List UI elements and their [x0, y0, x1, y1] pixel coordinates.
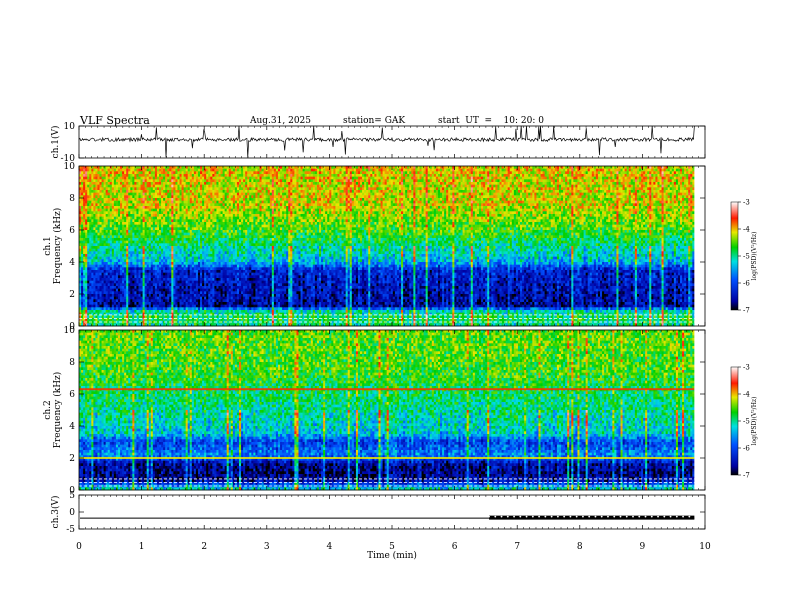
ch3-waveform-marker-dot: [638, 515, 641, 518]
ch3-waveform-marker-dot: [563, 515, 566, 518]
ch3-waveform-marker-dot: [506, 515, 509, 518]
ch3-waveform-marker-dot: [488, 515, 490, 518]
ch2-spectrogram: [79, 330, 695, 491]
ch3-waveform-marker-dot: [588, 515, 591, 518]
ch3-waveform-marker-dot: [632, 515, 634, 518]
ch3-waveform-marker-dot: [657, 515, 659, 518]
ch3-waveform-marker-dot: [531, 515, 534, 518]
ch3-waveform-marker-dot: [650, 515, 653, 518]
x-axis-label: Time (min): [367, 550, 417, 561]
ch2-colorbar-label: log(PSD)(V²/Hz): [751, 397, 758, 446]
ch2-colorbar: [730, 366, 739, 476]
ch2-spectrogram-line: [79, 457, 695, 459]
x-tick-label: 10: [699, 542, 711, 552]
ch3-waveform-marker-dot: [569, 515, 572, 518]
ch2-colorbar-tick-label: -6: [743, 445, 750, 453]
ch3-waveform-marker-dot: [675, 515, 678, 518]
ch2-colorbar-tick-label: -7: [743, 472, 750, 480]
ch3-waveform-ytick-label: -5: [66, 525, 75, 535]
ch1-waveform-ytick-label: -10: [61, 154, 76, 164]
plot-title: VLF Spectra: [80, 114, 150, 127]
x-tick-label: 6: [452, 542, 458, 552]
x-tick-label: 5: [389, 542, 395, 552]
ch2-colorbar-tick-label: -5: [743, 418, 750, 426]
ch3-waveform-ytick-label: 5: [69, 491, 75, 501]
ch3-waveform-marker-dot: [663, 515, 666, 518]
ch3-waveform-marker-dot: [644, 515, 647, 518]
ch3-waveform-marker-dot: [613, 515, 616, 518]
ch3-waveform-marker-dot: [519, 515, 522, 518]
ch1-colorbar-tick-label: -4: [743, 226, 750, 234]
ch1-spectrogram-ytick-label: 6: [69, 226, 75, 236]
x-tick-label: 4: [327, 542, 333, 552]
ch2-spectrogram-ytick-label: 10: [64, 326, 76, 336]
ch3-waveform-ylabel: ch.3(V): [50, 496, 61, 529]
ch1-colorbar-tick-label: -6: [743, 280, 750, 288]
ch1-colorbar-tick-label: -3: [743, 199, 750, 207]
start-ut-label: start UT = 10: 20: 0: [438, 116, 544, 126]
ch3-waveform-marker-dot: [625, 515, 628, 518]
x-tick-label: 7: [514, 542, 520, 552]
ch3-waveform-marker-dot: [494, 515, 497, 518]
x-tick-label: 9: [640, 542, 646, 552]
ch3-waveform-marker-dot: [513, 515, 515, 518]
ch1-spectrogram-ytick-label: 2: [69, 290, 75, 300]
ch2-colorbar-tick-label: -3: [743, 364, 750, 372]
ch3-waveform-marker-dot: [594, 515, 597, 518]
ch1-spectrogram-ytick-label: 0: [69, 322, 75, 332]
x-tick-label: 3: [264, 542, 270, 552]
ch1-waveform-ylabel: ch.1(V): [50, 126, 61, 159]
ch1-colorbar-tick-label: -5: [743, 253, 750, 261]
ch3-waveform-marker-dot: [550, 515, 553, 518]
ch3-waveform-marker-dot: [575, 515, 578, 518]
ch1-waveform-ytick-label: 10: [64, 122, 76, 132]
ch3-waveform-marker-dot: [544, 515, 547, 518]
ch2-spectrogram-ytick-label: 2: [69, 454, 75, 464]
x-tick-label: 8: [577, 542, 583, 552]
ch1-spectrogram-ytick-label: 10: [64, 162, 76, 172]
ch3-waveform-marker-band: [489, 515, 695, 520]
ch1-spectrogram-ylabel: ch.1Frequency (kHz): [43, 208, 63, 285]
ch3-waveform-marker-dot: [669, 515, 672, 518]
station-label: station= GAK: [343, 116, 405, 126]
ch1-waveform-frame: [78, 125, 706, 159]
ch2-colorbar-tick-label: -4: [743, 391, 750, 399]
ch2-spectrogram-ytick-label: 4: [69, 422, 75, 432]
ch1-colorbar-tick-label: -7: [743, 307, 750, 315]
ch3-waveform-marker-dot: [582, 515, 584, 518]
ch3-waveform-frame: [78, 494, 706, 530]
ch2-spectrogram-ytick-label: 0: [69, 486, 75, 496]
ch3-waveform-marker-dot: [619, 515, 622, 518]
x-tick-label: 1: [139, 542, 145, 552]
ch3-waveform-marker-dot: [500, 515, 503, 518]
ch2-spectrogram-ytick-label: 6: [69, 390, 75, 400]
ch1-colorbar-label: log(PSD)(V²/Hz): [751, 232, 758, 281]
ch3-waveform-marker-dot: [556, 515, 559, 518]
date-label: Aug.31, 2025: [250, 116, 311, 126]
ch1-spectrogram-ytick-label: 8: [69, 194, 75, 204]
ch1-spectrogram-blank: [694, 166, 705, 326]
ch3-waveform-marker-dot: [682, 515, 684, 518]
ch2-spectrogram-blank: [694, 330, 705, 490]
ch3-waveform-ytick-label: 0: [69, 508, 75, 518]
ch1-waveform-trace: [78, 125, 695, 158]
ch3-waveform-marker-dot: [607, 515, 609, 518]
x-tick-label: 2: [201, 542, 207, 552]
ch3-waveform-marker-dot: [600, 515, 603, 518]
ch3-waveform-marker-dot: [538, 515, 541, 518]
ch3-waveform-marker-dot: [525, 515, 528, 518]
ch2-spectrogram-ylabel: ch.2Frequency (kHz): [43, 372, 63, 449]
x-tick-label: 0: [76, 542, 82, 552]
ch1-spectrogram: [79, 166, 695, 327]
ch1-spectrogram-ytick-label: 4: [69, 258, 75, 268]
ch1-colorbar: [730, 201, 739, 311]
ch2-spectrogram-line: [79, 388, 695, 391]
ch2-spectrogram-ytick-label: 8: [69, 358, 75, 368]
ch3-waveform-marker-dot: [688, 515, 691, 518]
